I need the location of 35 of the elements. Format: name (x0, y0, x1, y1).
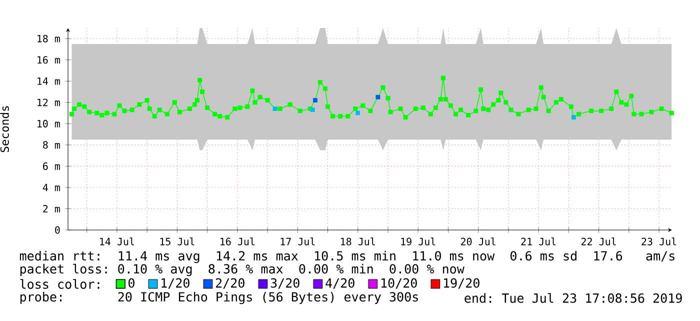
y-tick-label: 6 m (43, 162, 60, 170)
legend-label: 19/20 (444, 278, 480, 289)
y-tick-label: 14 m (38, 78, 60, 85)
point (310, 108, 315, 112)
y-tick-label: 2 m (43, 205, 60, 212)
text: end: Tue Jul 23 17:08:56 2019 (464, 293, 682, 303)
y-tick-label: 4 m (42, 184, 60, 192)
legend-label: 10/20 (381, 278, 417, 289)
x-tick-label: 17 Jul (280, 238, 315, 246)
y-tick-label: 0 (55, 226, 60, 234)
x-tick-label: 18 Jul (341, 238, 375, 246)
text: probe: 20 ICMP Echo Pings (56 Bytes) every 300s (20, 292, 418, 304)
x-tick-label: 20 Jul (461, 238, 496, 246)
x-tick-label: 19 Jul (401, 238, 436, 246)
y-tick-label: 16 m (38, 56, 60, 64)
y-tick-label: 12 m (38, 98, 60, 106)
x-tick-label: 16 Jul (220, 238, 254, 246)
x-tick-label: 14 Jul (100, 238, 134, 246)
x-tick-label: 22 Jul (581, 238, 616, 246)
x-tick-label: 23 Jul (642, 238, 676, 246)
text: median rtt: 11.4 ms avg 14.2 ms max 10.5 ms min 11.0 ms now 0.6 ms sd 17.6 am/s (20, 250, 674, 264)
y-tick-label: 8 m (43, 141, 60, 149)
x-tick-label: 21 Jul (521, 238, 556, 246)
y-tick-label: 10 m (38, 120, 60, 128)
y-axis-title: Seconds (0, 106, 9, 152)
legend-label: 4/20 (326, 278, 354, 289)
legend-label: 1/20 (162, 278, 190, 289)
legend-label: 2/20 (216, 278, 244, 289)
y-tick-label: 18 m (38, 34, 60, 42)
legend-label: 0 (128, 278, 134, 288)
x-tick-label: 15 Jul (160, 238, 194, 246)
point (356, 110, 360, 116)
legend-title: loss color: (20, 279, 100, 289)
text: packet loss: 0.10 % avg 8.36 % max 0.00 % min 0.00 % now (20, 264, 464, 276)
legend-label: 3/20 (270, 278, 300, 289)
